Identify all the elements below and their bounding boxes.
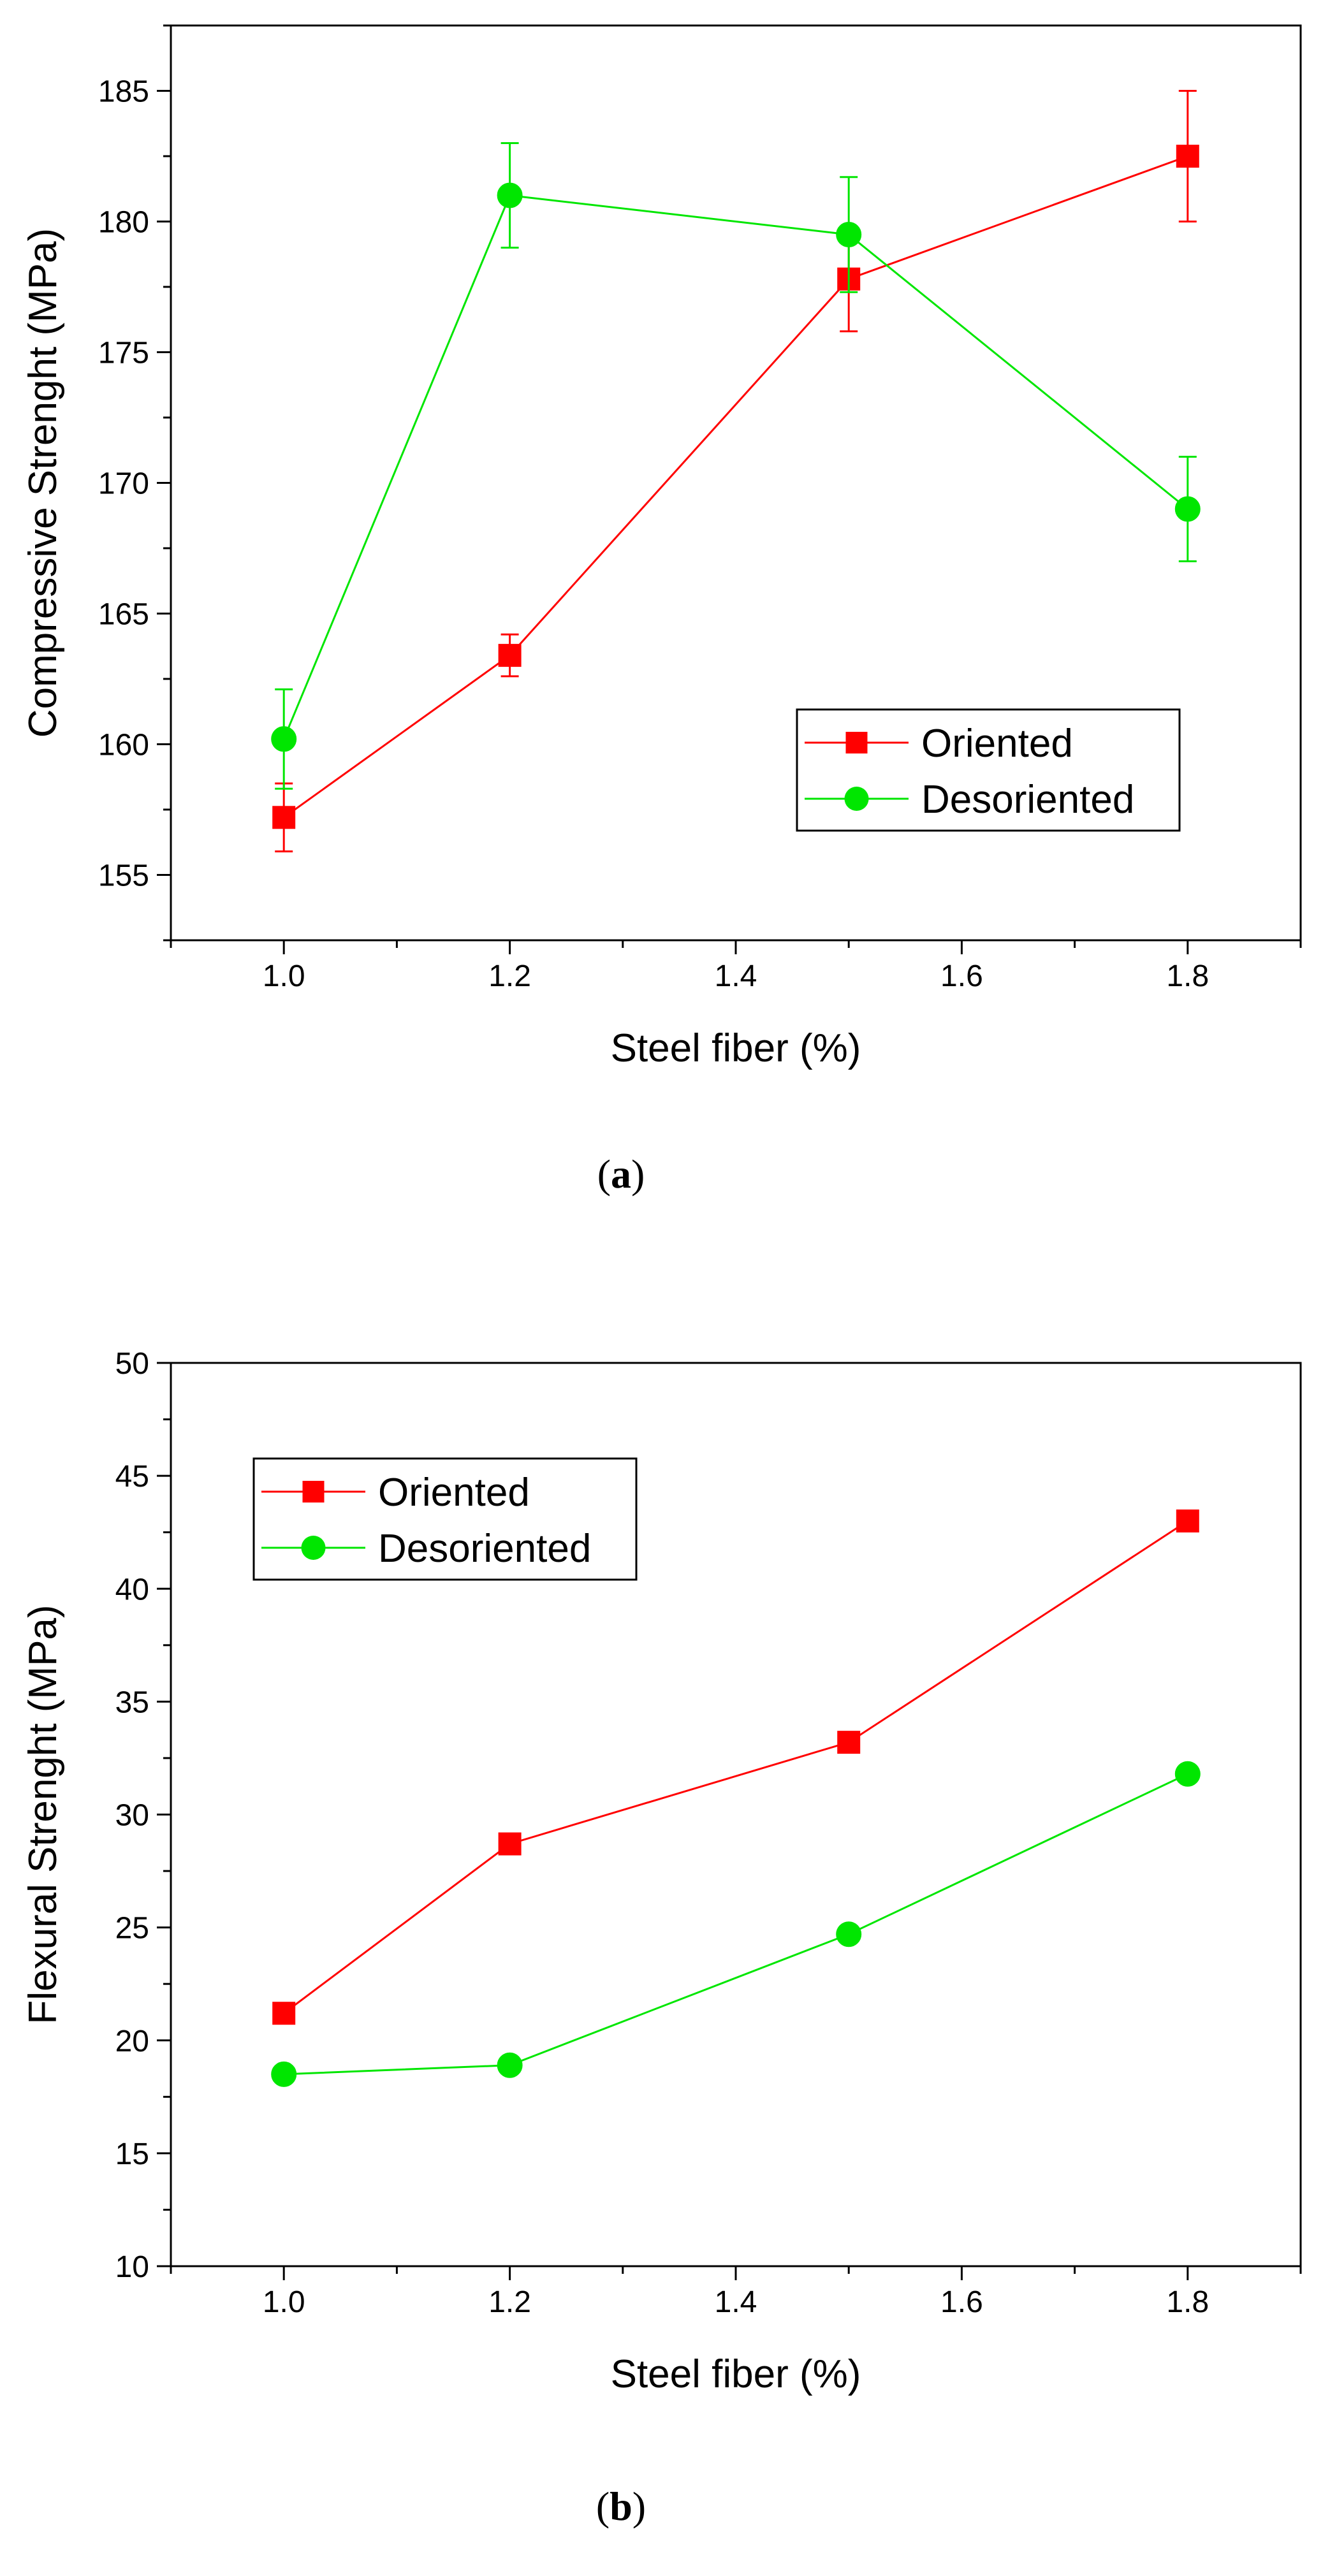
data-point xyxy=(272,806,296,829)
y-tick-label: 160 xyxy=(98,729,149,762)
data-point xyxy=(272,2002,296,2025)
data-point xyxy=(1174,496,1201,522)
legend-label: Oriented xyxy=(921,722,1073,766)
series-desoriented xyxy=(271,1761,1201,2087)
legend-marker xyxy=(301,1536,326,1560)
series-line xyxy=(284,1773,1188,2076)
x-tick-label: 1.0 xyxy=(263,959,305,993)
x-tick-label: 1.4 xyxy=(715,959,757,993)
x-tick-label: 1.8 xyxy=(1166,959,1209,993)
x-tick-label: 1.8 xyxy=(1166,2285,1209,2319)
y-tick-label: 30 xyxy=(115,1799,149,1833)
x-tick-label: 1.6 xyxy=(940,959,983,993)
legend-marker xyxy=(302,1481,325,1503)
y-tick-label: 35 xyxy=(115,1685,149,1719)
y-tick-label: 170 xyxy=(98,467,149,501)
y-axis-label: Compressive Strenght (MPa) xyxy=(21,228,65,738)
x-tick-label: 1.2 xyxy=(488,959,531,993)
legend-box xyxy=(252,1457,638,1581)
legend-marker xyxy=(845,732,868,753)
legend-marker xyxy=(844,787,869,811)
legend: Oriented Desoriented xyxy=(796,708,1181,832)
y-tick-label: 165 xyxy=(98,598,149,632)
y-tick-label: 25 xyxy=(115,1912,149,1946)
x-tick-label: 1.4 xyxy=(715,2285,757,2319)
y-tick-label: 10 xyxy=(115,2250,149,2284)
legend-label: Oriented xyxy=(378,1471,530,1515)
x-tick-label: 1.2 xyxy=(488,2285,531,2319)
legend: Oriented Desoriented xyxy=(252,1457,638,1581)
data-point xyxy=(497,2052,523,2078)
data-point xyxy=(271,726,297,752)
series-line xyxy=(282,194,1188,739)
panel-caption: (b) xyxy=(596,2484,646,2529)
panel-caption: (a) xyxy=(597,1151,645,1197)
legend-box xyxy=(796,708,1181,832)
x-axis-label: Steel fiber (%) xyxy=(611,2352,861,2396)
y-tick-label: 40 xyxy=(115,1573,149,1606)
y-tick-label: 45 xyxy=(115,1460,149,1494)
series-oriented xyxy=(272,1509,1199,2025)
y-tick-label: 155 xyxy=(98,859,149,893)
series-line xyxy=(283,155,1188,819)
data-point xyxy=(271,2061,297,2087)
series-line xyxy=(283,1520,1188,2014)
chart-panel-a: 1.0 1.2 1.4 1.6 1.8 155 160 165 170 175 180 185 Stee… xyxy=(21,24,1302,1070)
x-tick-label: 1.6 xyxy=(940,2285,983,2319)
y-tick-label: 185 xyxy=(98,75,149,109)
data-point xyxy=(837,1731,861,1754)
x-tick-label: 1.0 xyxy=(263,2285,305,2319)
y-tick-label: 180 xyxy=(98,206,149,240)
chart-panel-b: 1.0 1.2 1.4 1.6 1.8 10 15 20 25 30 35 40 45 50 Steel f… xyxy=(21,1347,1302,2396)
data-point xyxy=(497,182,523,208)
y-tick-label: 175 xyxy=(98,337,149,370)
y-tick-label: 50 xyxy=(115,1347,149,1381)
y-axis-label: Flexural Strenght (MPa) xyxy=(21,1605,65,2024)
y-tick-label: 15 xyxy=(115,2137,149,2171)
legend-label: Desoriented xyxy=(921,778,1134,822)
x-axis-label: Steel fiber (%) xyxy=(611,1026,861,1070)
data-point xyxy=(1176,145,1199,168)
y-tick-label: 20 xyxy=(115,2025,149,2058)
data-point xyxy=(836,1921,862,1947)
data-point xyxy=(1174,1761,1201,1787)
data-point xyxy=(1176,1509,1199,1532)
data-point xyxy=(836,222,862,247)
data-point xyxy=(498,644,522,667)
series-desoriented xyxy=(271,142,1201,790)
data-point xyxy=(498,1832,522,1856)
legend-label: Desoriented xyxy=(378,1527,591,1571)
